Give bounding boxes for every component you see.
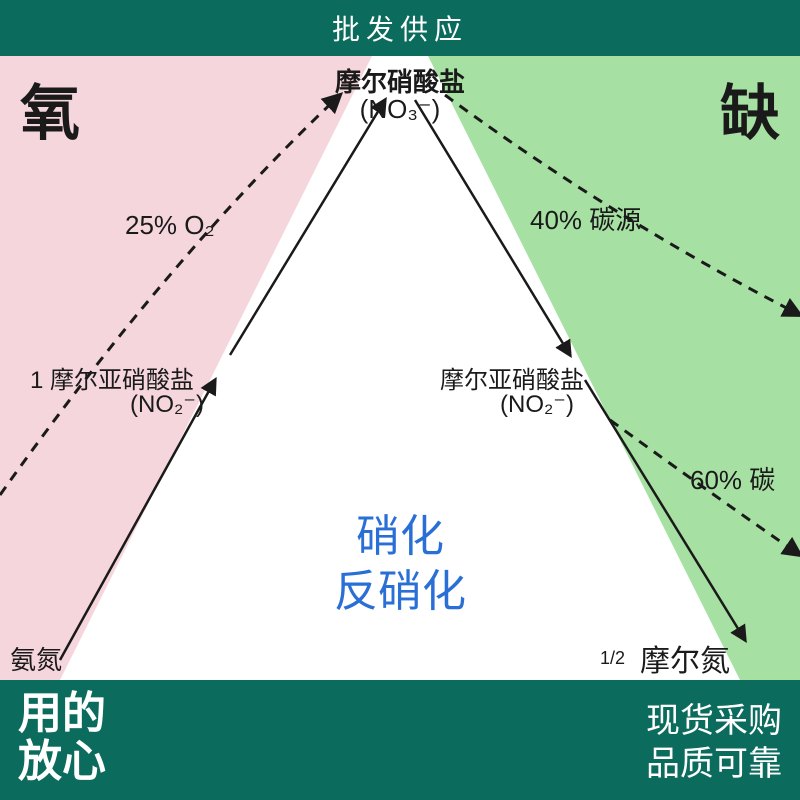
bottom-banner: 用的 放心 现货采购 品质可靠 bbox=[0, 680, 800, 800]
bottom-right-line2: 品质可靠 bbox=[646, 743, 782, 786]
top-banner-text: 批发供应 bbox=[332, 8, 468, 48]
half-fraction: 1/2 bbox=[600, 648, 625, 669]
top-banner: 批发供应 bbox=[0, 0, 800, 56]
denitrification-label: 反硝化 bbox=[334, 555, 466, 619]
right-nitrite-formula: (NO₂⁻) bbox=[500, 390, 574, 419]
nitrate-formula: (NO₃⁻) bbox=[360, 94, 441, 125]
ammonia-label: 氨氮 bbox=[10, 640, 62, 677]
left-nitrite-formula: (NO₂⁻) bbox=[130, 390, 204, 419]
bottom-left-line2: 放心 bbox=[18, 738, 106, 786]
bottom-right-slogan: 现货采购 品质可靠 bbox=[646, 700, 782, 785]
nitrogen-gas-label: 摩尔氮 bbox=[640, 636, 730, 680]
bottom-left-line1: 用的 bbox=[18, 690, 106, 738]
aerobic-heading: 氧 bbox=[20, 65, 80, 152]
bottom-left-slogan: 用的 放心 bbox=[18, 690, 106, 787]
anoxic-heading: 缺 bbox=[720, 65, 780, 152]
oxygen-pct-label: 25% O₂ bbox=[125, 210, 215, 241]
bottom-right-line1: 现货采购 bbox=[646, 700, 782, 743]
carbon-60pct-label: 60% 碳 bbox=[690, 460, 775, 497]
carbon-40pct-label: 40% 碳源 bbox=[530, 200, 641, 237]
